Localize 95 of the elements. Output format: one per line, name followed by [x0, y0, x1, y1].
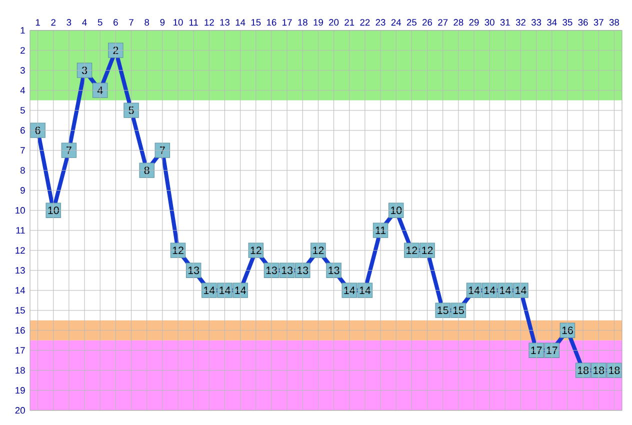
- data-label: 14: [344, 286, 355, 294]
- y-tick-label: 6: [20, 127, 25, 134]
- y-tick-label: 16: [16, 327, 25, 334]
- y-tick-label: 19: [16, 387, 25, 394]
- data-label: 14: [235, 286, 246, 294]
- x-tick-label: 36: [578, 19, 588, 26]
- data-label: 13: [328, 266, 340, 274]
- data-label: 15: [453, 306, 464, 314]
- x-tick-label: 14: [236, 19, 246, 26]
- data-label: 4: [97, 86, 103, 94]
- data-label: 3: [82, 66, 88, 74]
- data-label: 14: [220, 286, 230, 294]
- data-label: 13: [188, 266, 200, 274]
- x-tick-label: 25: [406, 19, 416, 26]
- x-tick-label: 6: [114, 19, 118, 26]
- y-tick-label: 4: [20, 87, 26, 94]
- x-tick-label: 27: [438, 19, 448, 26]
- y-tick-label: 14: [16, 287, 26, 294]
- data-label: 6: [35, 126, 40, 134]
- data-label: 10: [48, 206, 59, 214]
- y-tick-label: 15: [16, 307, 25, 314]
- x-tick-label: 5: [98, 19, 102, 26]
- x-tick-label: 24: [391, 19, 402, 26]
- y-tick-label: 3: [20, 67, 25, 74]
- data-label: 13: [298, 266, 308, 274]
- data-label: 8: [144, 166, 150, 174]
- y-tick-label: 13: [16, 267, 25, 274]
- x-tick-label: 30: [484, 19, 494, 26]
- x-tick-label: 4: [82, 19, 87, 26]
- x-tick-label: 9: [160, 19, 165, 26]
- data-label: 7: [160, 146, 165, 154]
- data-label: 12: [406, 246, 418, 254]
- data-label: 17: [531, 346, 542, 354]
- y-tick-label: 9: [20, 187, 25, 194]
- x-tick-label: 22: [360, 19, 370, 26]
- y-tick-label: 7: [20, 147, 25, 154]
- y-tick-label: 8: [20, 167, 25, 174]
- data-label: 17: [546, 346, 558, 354]
- x-tick-label: 21: [344, 19, 354, 26]
- x-tick-label: 3: [66, 19, 72, 26]
- data-label: 12: [422, 246, 433, 254]
- x-tick-label: 28: [454, 19, 464, 26]
- data-label: 18: [609, 366, 620, 374]
- data-label: 14: [516, 286, 526, 294]
- data-label: 2: [113, 46, 118, 54]
- x-tick-label: 33: [531, 19, 542, 26]
- y-tick-label: 20: [15, 407, 25, 414]
- data-label: 13: [266, 266, 277, 274]
- x-tick-label: 32: [516, 19, 526, 26]
- data-label: 14: [360, 286, 371, 294]
- data-label: 12: [250, 246, 262, 254]
- data-label: 14: [500, 286, 511, 294]
- y-tick-label: 17: [16, 347, 25, 354]
- data-label: 13: [282, 266, 293, 274]
- data-label: 14: [204, 286, 215, 294]
- data-label: 12: [313, 246, 324, 254]
- data-label: 14: [468, 286, 480, 294]
- x-tick-label: 17: [282, 19, 292, 26]
- x-tick-label: 16: [266, 19, 276, 26]
- x-tick-label: 23: [376, 19, 386, 26]
- y-tick-label: 10: [16, 207, 25, 214]
- y-tick-label: 12: [16, 247, 25, 254]
- y-tick-label: 11: [16, 227, 25, 234]
- x-tick-label: 15: [251, 19, 261, 26]
- data-label: 15: [438, 306, 448, 314]
- data-label: 18: [594, 366, 604, 374]
- data-label: 12: [172, 246, 184, 254]
- x-tick-label: 18: [298, 19, 308, 26]
- x-tick-label: 38: [609, 19, 619, 26]
- y-tick-label: 2: [20, 47, 25, 54]
- x-tick-label: 37: [594, 19, 604, 26]
- data-label: 10: [390, 206, 402, 214]
- x-tick-label: 7: [129, 19, 134, 26]
- data-label: 16: [562, 326, 573, 334]
- x-tick-label: 8: [144, 19, 150, 26]
- x-tick-label: 35: [562, 19, 572, 26]
- x-tick-label: 19: [314, 19, 323, 26]
- y-tick-label: 1: [20, 27, 25, 34]
- x-tick-label: 10: [174, 19, 183, 26]
- y-tick-label: 5: [20, 107, 25, 114]
- x-tick-label: 1: [36, 19, 40, 26]
- x-tick-label: 11: [189, 19, 198, 26]
- x-tick-label: 12: [204, 19, 214, 26]
- x-tick-label: 13: [220, 19, 230, 26]
- x-tick-label: 2: [51, 19, 56, 26]
- data-label: 14: [484, 286, 496, 294]
- data-label: 18: [578, 366, 589, 374]
- data-label: 7: [66, 146, 72, 154]
- x-tick-label: 31: [500, 19, 510, 26]
- data-label: 11: [376, 226, 386, 234]
- x-tick-label: 34: [547, 19, 557, 26]
- x-tick-label: 20: [329, 19, 339, 26]
- y-tick-label: 18: [16, 367, 25, 374]
- x-tick-label: 26: [422, 19, 432, 26]
- x-tick-label: 29: [469, 19, 479, 26]
